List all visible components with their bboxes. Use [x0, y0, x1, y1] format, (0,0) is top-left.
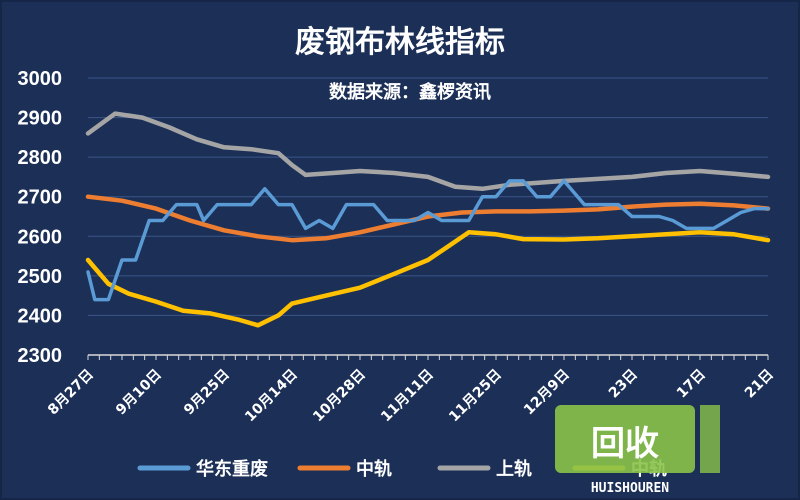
series-lines — [85, 111, 771, 328]
watermark-bg — [555, 405, 695, 473]
chart-subtitle: 数据来源：鑫椤资讯 — [329, 81, 491, 103]
watermark-logo: 回收 HUISHOUREN — [555, 405, 720, 496]
chart-title: 废钢布林线指标 — [295, 25, 505, 60]
y-tick-label: 2800 — [18, 147, 63, 169]
y-tick-label: 2600 — [18, 226, 63, 248]
legend-label: 上轨 — [496, 458, 532, 480]
series-line-0 — [86, 179, 770, 302]
series-line-1 — [85, 194, 771, 243]
legend-label: 华东重废 — [196, 458, 268, 480]
watermark-flag-icon — [700, 405, 720, 473]
watermark-sub: HUISHOUREN — [591, 481, 669, 496]
series-line-3 — [85, 230, 771, 328]
y-tick-label: 2700 — [18, 187, 63, 209]
y-tick-label: 3000 — [18, 68, 63, 90]
y-tick-label: 2400 — [18, 305, 63, 327]
y-tick-label: 2300 — [18, 345, 63, 367]
legend-label: 中轨 — [356, 458, 392, 480]
y-axis-ticks: 3000 2900 2800 2700 2600 2500 2400 2300 — [18, 68, 63, 367]
y-tick-label: 2500 — [18, 266, 63, 288]
y-tick-label: 2900 — [18, 108, 63, 130]
grid-lines — [88, 77, 768, 356]
watermark-text: 回收 — [591, 424, 659, 464]
series-line-2 — [85, 111, 771, 192]
